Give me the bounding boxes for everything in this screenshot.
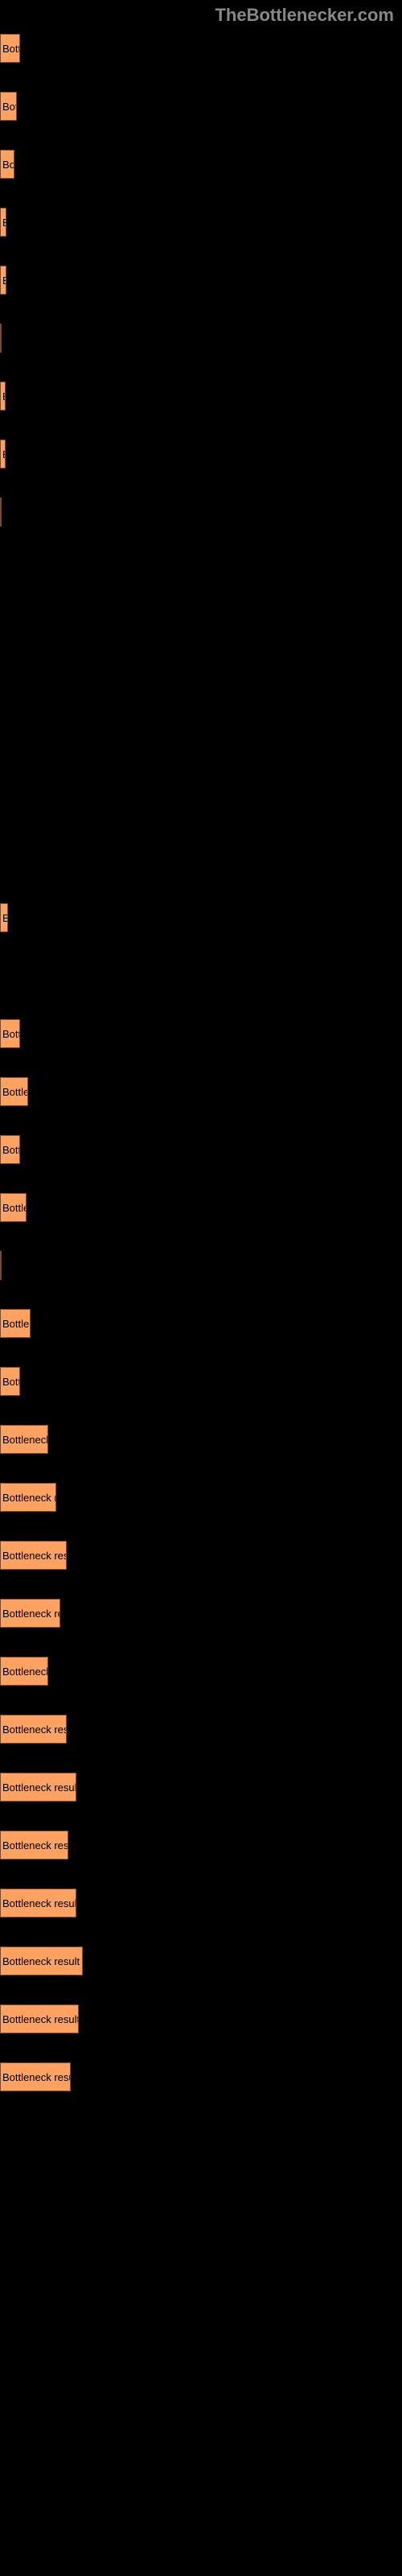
chart-bar: Bottleneck result xyxy=(0,1831,68,1860)
chart-bar: Bottleneck result xyxy=(0,2004,79,2033)
chart-bar-label: Bottleneck result xyxy=(1,1376,19,1388)
chart-bar-label: Bottleneck result xyxy=(1,1028,19,1040)
chart-bar-label: Bottleneck result xyxy=(1,1955,80,1967)
chart-row: Bottleneck result xyxy=(0,440,402,469)
chart-row: Bottleneck result xyxy=(0,2062,402,2091)
chart-bar-label: Bottleneck result xyxy=(1,159,14,171)
chart-bar-label: Bottleneck result xyxy=(1,1781,76,1794)
chart-bar-label: Bottleneck result xyxy=(1,1666,47,1678)
chart-row: Bottleneck result xyxy=(0,1193,402,1222)
chart-row: Bottleneck result xyxy=(0,1425,402,1454)
chart-bar: Bottleneck result xyxy=(0,1425,48,1454)
chart-bar: Bottleneck result xyxy=(0,1135,20,1164)
chart-bar-label: Bottleneck result xyxy=(1,101,16,113)
chart-bar-tick xyxy=(0,497,2,526)
chart-bar: Bottleneck result xyxy=(0,1946,83,1975)
chart-row-empty xyxy=(0,671,402,700)
chart-bar-label: Bottleneck result xyxy=(1,1202,26,1214)
chart-bar-label: Bottleneck result xyxy=(1,43,19,55)
chart-bar: Bottleneck result xyxy=(0,382,6,411)
chart-row: Bottleneck result xyxy=(0,150,402,179)
chart-bar-label: Bottleneck result xyxy=(1,1550,66,1562)
chart-row: Bottleneck result xyxy=(0,266,402,295)
chart-row-empty xyxy=(0,787,402,816)
chart-row: Bottleneck result xyxy=(0,1367,402,1396)
chart-bar: Bottleneck result xyxy=(0,92,17,121)
chart-row: Bottleneck result xyxy=(0,1889,402,1918)
chart-bar: Bottleneck result xyxy=(0,1715,67,1744)
chart-bar: Bottleneck result xyxy=(0,1019,20,1048)
chart-row: Bottleneck result xyxy=(0,2004,402,2033)
chart-row: Bottleneck result xyxy=(0,1599,402,1628)
chart-row: Bottleneck result xyxy=(0,382,402,411)
chart-bar-label: Bottleneck result xyxy=(1,1318,30,1330)
chart-row xyxy=(0,324,402,353)
chart-row: Bottleneck result xyxy=(0,903,402,932)
chart-bar-label: Bottleneck result xyxy=(1,275,6,287)
site-header: TheBottlenecker.com xyxy=(0,0,402,26)
chart-row: Bottleneck result xyxy=(0,1715,402,1744)
chart-row-empty xyxy=(0,555,402,584)
chart-row: Bottleneck result xyxy=(0,1309,402,1338)
chart-bar-label: Bottleneck result xyxy=(1,1897,76,1909)
chart-bar: Bottleneck result xyxy=(0,1657,48,1686)
chart-bar: Bottleneck result xyxy=(0,2062,71,2091)
chart-row-empty xyxy=(0,961,402,990)
chart-bar: Bottleneck result xyxy=(0,150,14,179)
chart-bar-label: Bottleneck result xyxy=(1,1144,19,1156)
chart-row xyxy=(0,1251,402,1280)
chart-bar-label: Bottleneck result xyxy=(1,1608,59,1620)
chart-row: Bottleneck result xyxy=(0,1077,402,1106)
chart-bar-label: Bottleneck result xyxy=(1,1724,66,1736)
chart-bar: Bottleneck result xyxy=(0,1309,31,1338)
chart-bar-tick xyxy=(0,324,2,353)
chart-bar-label: Bottleneck result xyxy=(1,2013,78,2025)
chart-bar: Bottleneck result xyxy=(0,1599,60,1628)
chart-row: Bottleneck result xyxy=(0,208,402,237)
chart-row: Bottleneck result xyxy=(0,1019,402,1048)
chart-bar-label: Bottleneck result xyxy=(1,1086,27,1098)
chart-bar-label: Bottleneck result xyxy=(1,1492,55,1504)
chart-bar: Bottleneck result xyxy=(0,1483,56,1512)
chart-bar: Bottleneck result xyxy=(0,266,6,295)
chart-row: Bottleneck result xyxy=(0,1135,402,1164)
bar-chart: Bottleneck result Bottleneck result Bottle… xyxy=(0,26,402,2091)
chart-bar: Bottleneck result xyxy=(0,1367,20,1396)
chart-row-empty xyxy=(0,729,402,758)
chart-bar: Bottleneck result xyxy=(0,1541,67,1570)
chart-bar-tick xyxy=(0,1251,2,1280)
chart-bar-label: Bottleneck result xyxy=(1,912,7,924)
chart-bar: Bottleneck result xyxy=(0,1077,28,1106)
chart-row: Bottleneck result xyxy=(0,1946,402,1975)
chart-bar-label: Bottleneck result xyxy=(1,448,5,460)
chart-row: Bottleneck result xyxy=(0,1483,402,1512)
chart-bar-label: Bottleneck result xyxy=(1,390,5,402)
chart-row: Bottleneck result xyxy=(0,1541,402,1570)
chart-bar: Bottleneck result xyxy=(0,34,20,63)
chart-row: Bottleneck result xyxy=(0,92,402,121)
chart-bar-label: Bottleneck result xyxy=(1,1434,47,1446)
chart-row: Bottleneck result xyxy=(0,1773,402,1802)
chart-bar: Bottleneck result xyxy=(0,1193,27,1222)
site-name: TheBottlenecker.com xyxy=(215,5,394,25)
chart-bar-label: Bottleneck result xyxy=(1,217,6,229)
chart-bar: Bottleneck result xyxy=(0,440,6,469)
chart-bar: Bottleneck result xyxy=(0,208,6,237)
chart-row: Bottleneck result xyxy=(0,1831,402,1860)
chart-row-empty xyxy=(0,613,402,642)
chart-bar: Bottleneck result xyxy=(0,1773,76,1802)
chart-bar: Bottleneck result xyxy=(0,1889,76,1918)
chart-row: Bottleneck result xyxy=(0,1657,402,1686)
chart-bar-label: Bottleneck result xyxy=(1,2071,70,2083)
chart-row-empty xyxy=(0,845,402,874)
chart-bar: Bottleneck result xyxy=(0,903,8,932)
chart-row: Bottleneck result xyxy=(0,34,402,63)
chart-row xyxy=(0,497,402,526)
chart-bar-label: Bottleneck result xyxy=(1,1839,68,1852)
